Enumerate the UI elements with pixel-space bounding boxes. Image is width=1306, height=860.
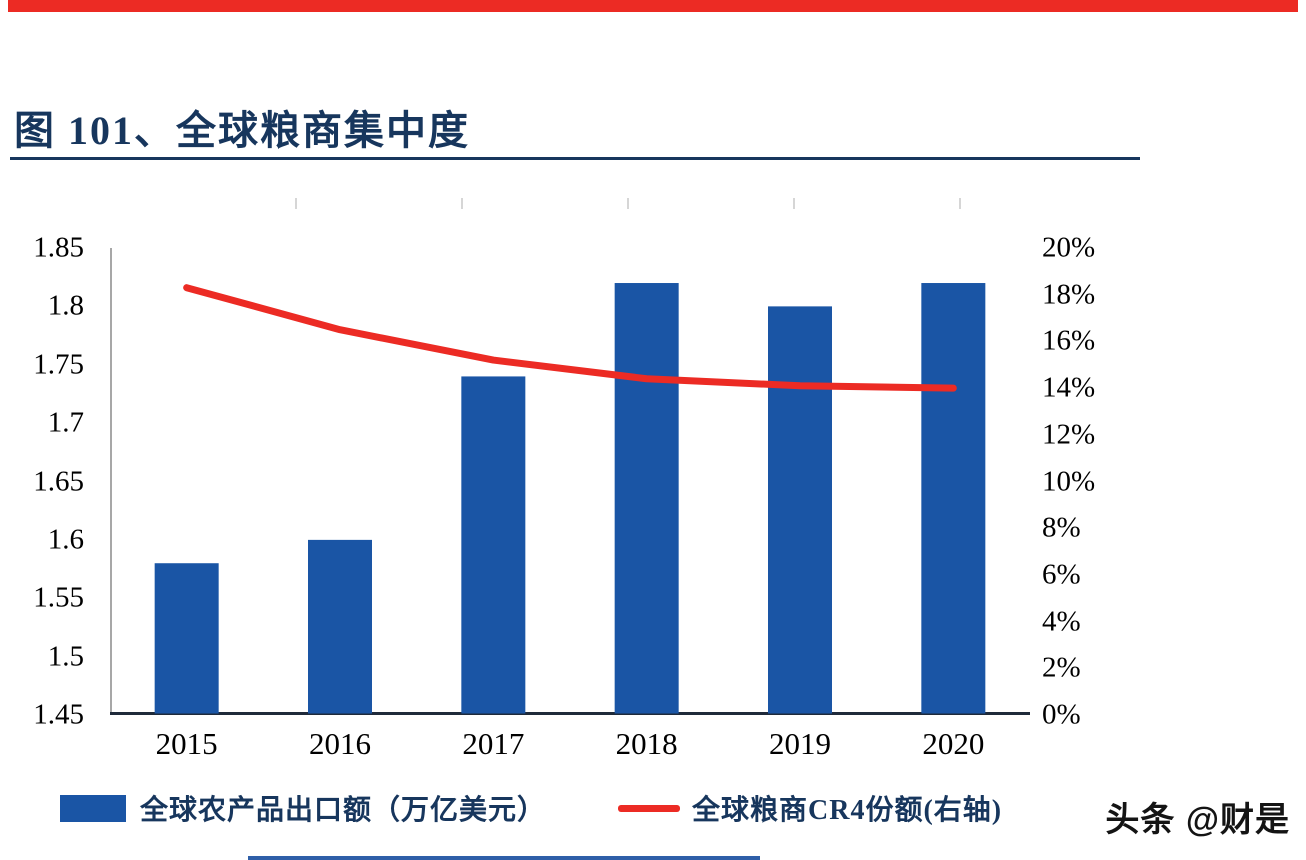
y-right-tick-label: 12% — [1042, 418, 1096, 451]
plot-svg — [110, 248, 1030, 715]
top-tick-mark — [461, 198, 463, 209]
y-left-tick-label: 1.5 — [47, 640, 84, 673]
y-left-tick-label: 1.75 — [33, 348, 84, 381]
legend-item-cr4-line: 全球粮商CR4份额(右轴) — [618, 788, 1002, 828]
y-right-tick-label: 20% — [1042, 231, 1096, 264]
line-swatch-icon — [618, 804, 681, 812]
top-tick-mark — [959, 198, 961, 209]
legend-label-export: 全球农产品出口额（万亿美元） — [140, 795, 547, 826]
y-left-tick-label: 1.65 — [33, 465, 84, 497]
top-red-strip — [8, 0, 1298, 12]
y-left-tick-label: 1.7 — [47, 406, 84, 439]
bottom-blue-strip — [248, 856, 760, 860]
top-tick-mark — [627, 198, 629, 209]
legend-item-export-bar: 全球农产品出口额（万亿美元） — [60, 788, 546, 828]
bar-2016 — [308, 539, 372, 714]
bar-2017 — [461, 376, 526, 714]
y-left-tick-label: 1.8 — [47, 289, 84, 322]
x-tick-label-2017: 2017 — [462, 726, 525, 761]
figure-title: 图 101、全球粮商集中度 — [14, 108, 470, 153]
bar-2020 — [921, 283, 986, 714]
y-right-tick-label: 8% — [1042, 511, 1081, 544]
y-right-tick-label: 2% — [1042, 651, 1081, 684]
y-right-tick-label: 14% — [1042, 371, 1096, 404]
bar-swatch-icon — [60, 794, 126, 822]
bar-2018 — [614, 283, 679, 714]
y-right-tick-label: 4% — [1042, 605, 1081, 638]
y-right-tick-label: 10% — [1042, 465, 1096, 497]
x-tick-label-2016: 2016 — [309, 726, 371, 761]
y-left-tick-label: 1.55 — [33, 581, 84, 614]
chart-legend: 全球农产品出口额（万亿美元） 全球粮商CR4份额(右轴) — [60, 788, 1002, 828]
legend-label-cr4: 全球粮商CR4份额(右轴) — [692, 795, 1003, 826]
bar-2019 — [768, 306, 832, 714]
top-tick-mark — [295, 198, 297, 209]
watermark: 头条 @财是 — [1105, 801, 1290, 839]
x-tick-label-2015: 2015 — [155, 726, 218, 761]
top-tick-mark — [793, 198, 795, 209]
y-left-tick-label: 1.85 — [33, 231, 84, 264]
y-left-tick-label: 1.6 — [47, 523, 84, 556]
y-right-tick-label: 6% — [1042, 558, 1081, 591]
bar-2015 — [154, 563, 219, 714]
cr4-share-line — [183, 284, 957, 392]
y-right-tick-label: 16% — [1042, 324, 1096, 357]
x-tick-label-2020: 2020 — [922, 726, 985, 761]
x-tick-label-2018: 2018 — [615, 726, 678, 761]
y-right-tick-label: 0% — [1042, 698, 1081, 731]
title-underline — [10, 157, 1140, 160]
y-right-tick-label: 18% — [1042, 278, 1096, 311]
x-tick-label-2019: 2019 — [769, 726, 831, 761]
y-left-tick-label: 1.45 — [33, 698, 84, 731]
